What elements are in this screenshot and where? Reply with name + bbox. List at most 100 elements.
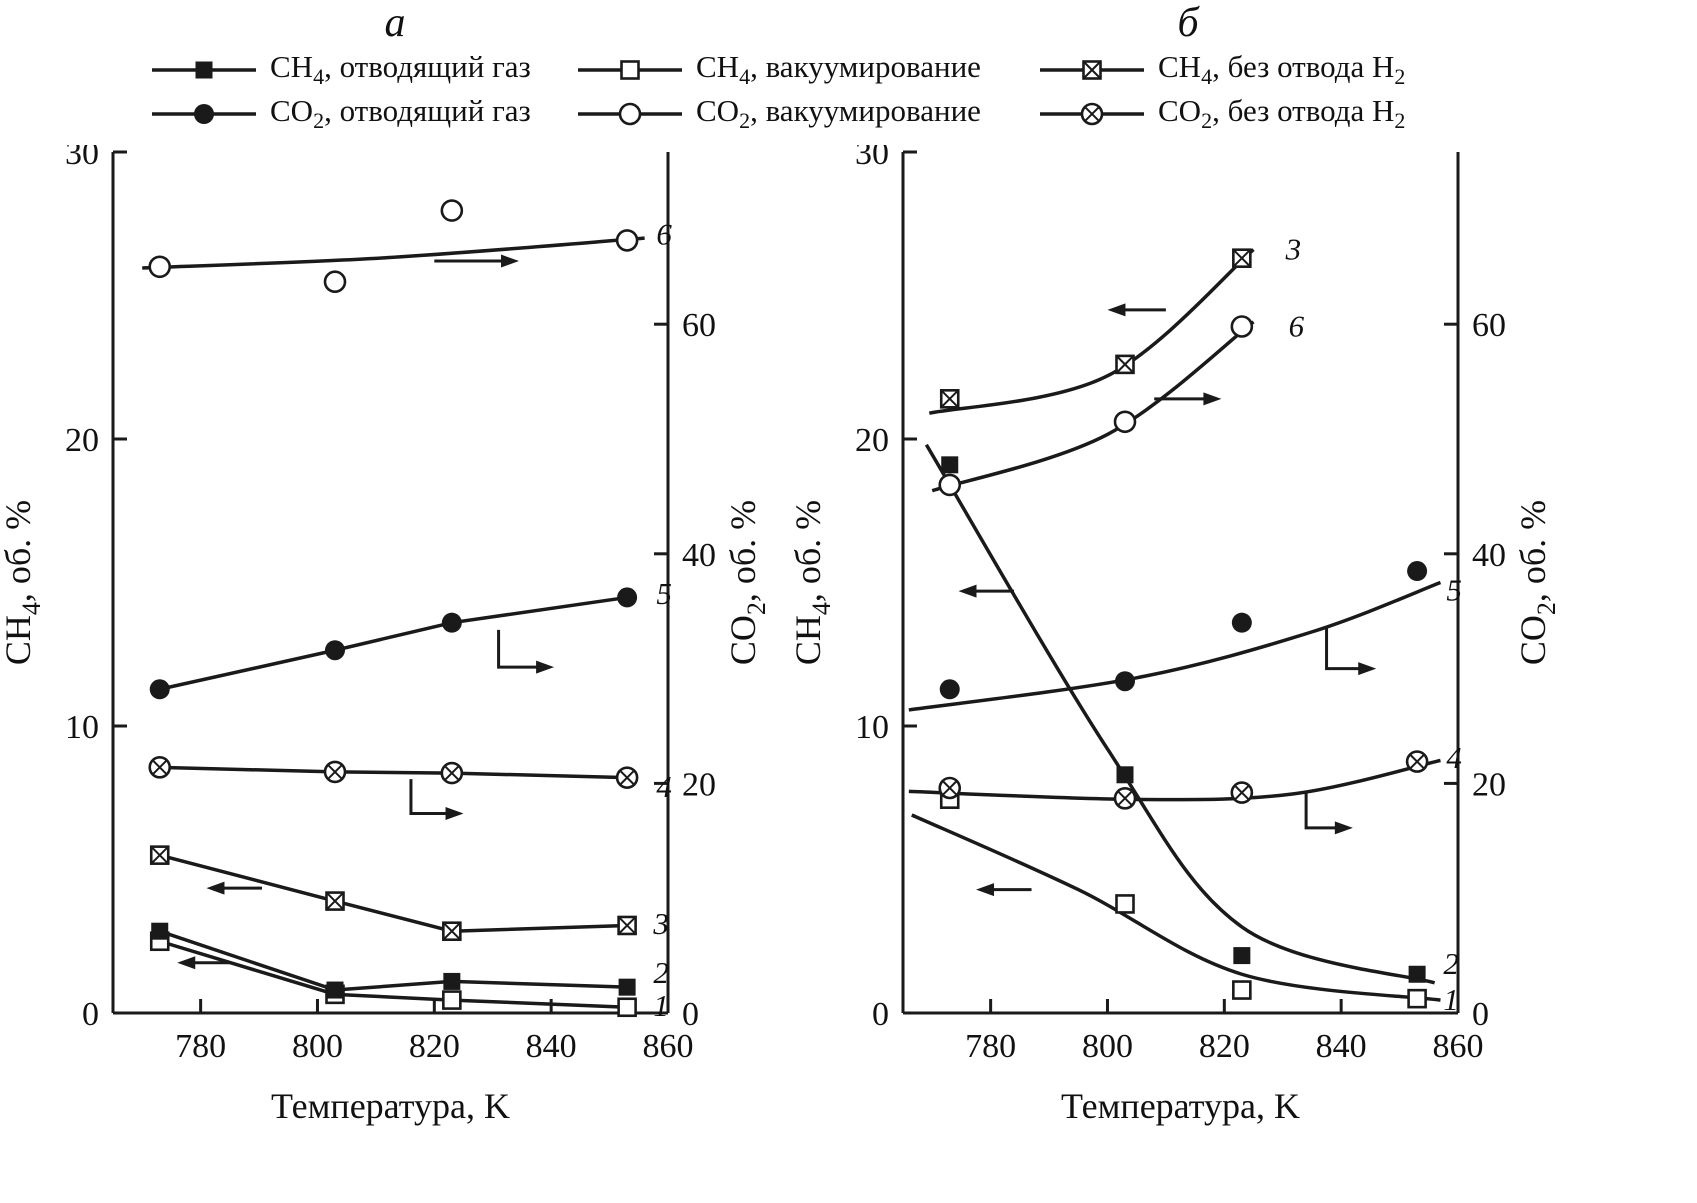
open-circle-marker bbox=[618, 102, 642, 126]
filled-circle-marker bbox=[325, 640, 345, 661]
open-square-marker bbox=[442, 990, 462, 1010]
crossed-circle-marker bbox=[1230, 781, 1254, 804]
curve-tag-3: 3 bbox=[1285, 232, 1302, 267]
legend-column: CH4, без отвода H2 CO2, без отвода H2 bbox=[1038, 48, 1405, 136]
arrowhead bbox=[177, 956, 196, 970]
curve-tag-5: 5 bbox=[1446, 573, 1462, 608]
series-line-2 bbox=[159, 929, 628, 992]
crossed-square-icon bbox=[1040, 60, 1144, 80]
filled-square-marker bbox=[618, 978, 636, 996]
y-tick-label-left: 0 bbox=[82, 996, 99, 1033]
crossed-square-marker bbox=[1115, 354, 1135, 375]
open-circle-marker bbox=[148, 255, 172, 279]
filled-square-marker bbox=[1233, 947, 1251, 965]
y-tick-label-right: 20 bbox=[1472, 766, 1506, 803]
arrowhead bbox=[501, 254, 520, 268]
crossed-circle-marker bbox=[1113, 787, 1137, 810]
series-line-6 bbox=[142, 236, 645, 270]
crossed-square-marker bbox=[939, 389, 960, 409]
series-line-5 bbox=[908, 580, 1442, 712]
crossed-circle-marker bbox=[148, 756, 172, 779]
series-line-1 bbox=[159, 939, 628, 1010]
curve-tag-1: 1 bbox=[1443, 982, 1459, 1017]
legend-item-co2-vacuum: CO2, вакуумирование bbox=[576, 92, 981, 136]
curve-tag-2: 2 bbox=[653, 955, 669, 990]
y-tick-label-left: 30 bbox=[855, 145, 889, 172]
filled-square-marker bbox=[151, 922, 169, 940]
y-tick-label-left: 20 bbox=[65, 422, 99, 459]
legend-label: CO2, отводящий газ bbox=[270, 93, 531, 134]
legend-item-co2-no-h2: CO2, без отвода H2 bbox=[1038, 92, 1405, 136]
series-line-1 bbox=[911, 813, 1441, 1002]
open-circle-marker bbox=[938, 473, 962, 497]
filled-square-marker bbox=[443, 972, 461, 990]
panel-title-a: а bbox=[384, 0, 406, 46]
filled-circle-marker bbox=[939, 679, 960, 700]
legend-item-co2-otvod: CO2, отводящий газ bbox=[150, 92, 531, 136]
arrowhead bbox=[1358, 662, 1377, 676]
series-line-3 bbox=[159, 853, 628, 933]
arrowhead bbox=[445, 807, 464, 821]
crossed-circle-marker bbox=[615, 766, 639, 789]
y-tick-label-right: 40 bbox=[682, 537, 716, 574]
panel-title-b: б bbox=[1177, 0, 1199, 46]
legend-item-ch4-otvod: CH4, отводящий газ bbox=[150, 48, 531, 92]
legend-item-ch4-no-h2: CH4, без отвода H2 bbox=[1038, 48, 1405, 92]
chart-panel-a: 780 800 820 840 86001020300204060Температура… bbox=[0, 145, 771, 1126]
open-circle-icon bbox=[578, 102, 682, 126]
x-tick-label: 800 bbox=[1082, 1028, 1133, 1065]
crossed-square-marker bbox=[617, 915, 637, 936]
filled-square-marker bbox=[941, 456, 959, 474]
legend-label: CO2, без отвода H2 bbox=[1158, 93, 1406, 134]
open-circle-marker bbox=[1113, 410, 1137, 434]
arrowhead bbox=[206, 881, 225, 895]
axis-pointer-arrow bbox=[1304, 790, 1339, 830]
open-square-marker bbox=[617, 997, 637, 1018]
curve-tag-6: 6 bbox=[1289, 308, 1305, 343]
curve-tag-3: 3 bbox=[652, 906, 669, 941]
axis-pointer-arrow bbox=[1325, 628, 1363, 671]
x-tick-label: 840 bbox=[526, 1028, 577, 1065]
legend-label: CH4, без отвода H2 bbox=[1158, 49, 1406, 90]
crossed-square-marker bbox=[1232, 248, 1252, 268]
crossed-square-marker bbox=[442, 921, 462, 942]
y-axis-title-right: CO2, об. % bbox=[1513, 500, 1561, 665]
curve-tag-2: 2 bbox=[1443, 946, 1459, 981]
y-tick-label-right: 60 bbox=[1472, 307, 1506, 344]
curve-tag-4: 4 bbox=[656, 769, 672, 804]
legend-label: CO2, вакуумирование bbox=[696, 93, 981, 134]
arrowhead bbox=[1334, 821, 1353, 835]
axis-pointer-arrow bbox=[497, 629, 541, 669]
crossed-circle-marker bbox=[1080, 102, 1104, 126]
y-axis-title-left: CH4, об. % bbox=[790, 500, 836, 665]
arrowhead bbox=[1203, 392, 1222, 406]
x-tick-label: 860 bbox=[643, 1028, 694, 1065]
legend-column: CH4, вакуумирование CO2, вакуумирование bbox=[576, 48, 981, 136]
open-square-marker bbox=[620, 60, 640, 80]
arrowhead bbox=[976, 883, 995, 897]
open-circle-marker bbox=[615, 229, 639, 252]
x-axis-title: Температура, K bbox=[271, 1086, 510, 1126]
crossed-circle-marker bbox=[440, 761, 464, 785]
crossed-circle-icon bbox=[1040, 102, 1144, 126]
filled-circle-marker bbox=[1407, 561, 1428, 582]
filled-circle-marker bbox=[617, 587, 638, 608]
y-tick-label-right: 20 bbox=[682, 766, 716, 803]
legend-item-ch4-vacuum: CH4, вакуумирование bbox=[576, 48, 981, 92]
x-tick-label: 780 bbox=[175, 1028, 226, 1065]
chart-panel-b: 780 800 820 840 86001020300204060Температура… bbox=[790, 145, 1561, 1126]
filled-circle-marker bbox=[1115, 671, 1135, 692]
series-line-6 bbox=[931, 320, 1255, 493]
arrowhead bbox=[1107, 303, 1126, 317]
filled-circle-icon bbox=[152, 104, 256, 124]
y-tick-label-left: 10 bbox=[855, 709, 889, 746]
filled-square-marker bbox=[1408, 965, 1426, 983]
y-axis-title-left: CH4, об. % bbox=[0, 500, 46, 665]
x-tick-label: 860 bbox=[1433, 1028, 1484, 1065]
filled-square-marker bbox=[1116, 766, 1134, 784]
curve-tag-6: 6 bbox=[656, 217, 672, 252]
x-tick-label: 820 bbox=[409, 1028, 460, 1065]
crossed-square-marker bbox=[149, 845, 170, 865]
crossed-circle-marker bbox=[1405, 750, 1429, 773]
